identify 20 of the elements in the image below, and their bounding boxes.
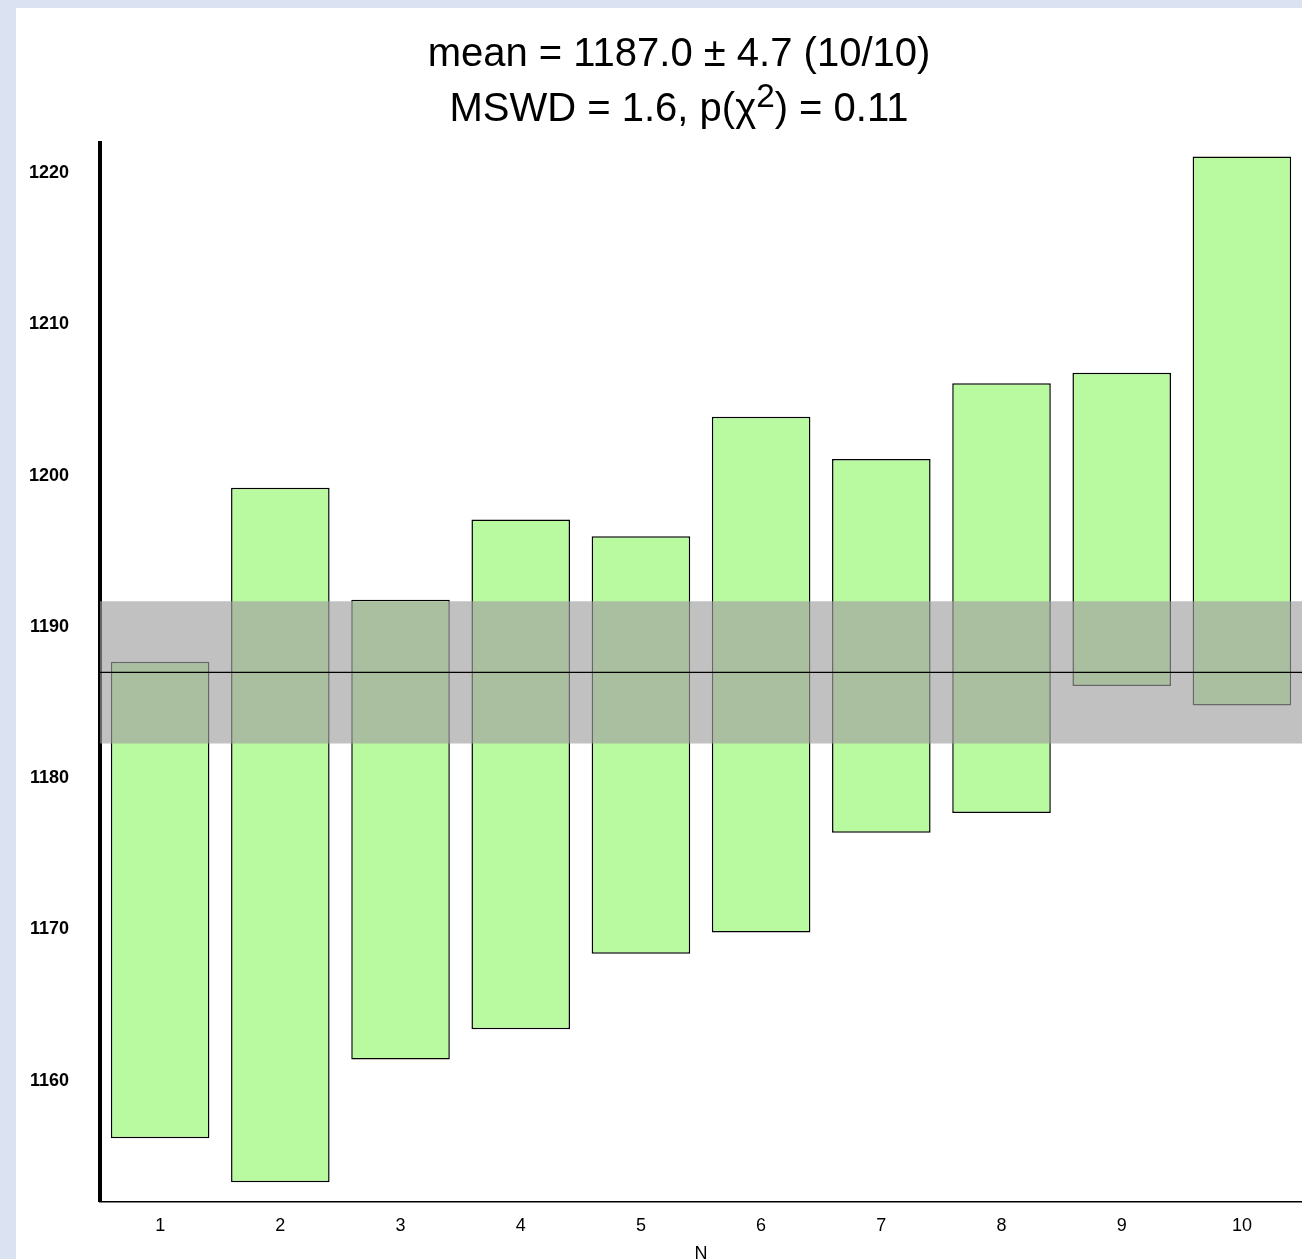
y-tick-label: 1190	[29, 616, 70, 637]
x-tick-label: 5	[635, 1214, 646, 1235]
x-tick-label: 3	[395, 1214, 406, 1235]
y-tick-label: 1180	[29, 767, 70, 788]
y-tick-label: 1160	[29, 1070, 70, 1091]
x-axis-title: N	[694, 1243, 708, 1259]
x-tick-label: 4	[515, 1214, 526, 1235]
x-tick-label: 2	[275, 1214, 286, 1235]
x-tick-label: 6	[756, 1214, 767, 1235]
y-tick-label: 1220	[29, 162, 70, 183]
y-tick-label: 1200	[29, 464, 70, 485]
x-tick-label: 8	[996, 1214, 1007, 1235]
y-tick-label: 1210	[29, 313, 70, 334]
x-tick-label: 7	[876, 1214, 887, 1235]
x-tick-label: 1	[155, 1214, 166, 1235]
y-tick-label: 1170	[29, 918, 70, 939]
chart-title: mean = 1187.0 ± 4.7 (10/10)	[426, 30, 932, 74]
chart-subtitle: MSWD = 1.6, p(χ$^{2}$) = 0.11	[448, 76, 910, 130]
x-tick-label: 10	[1231, 1214, 1252, 1235]
x-tick-label: 9	[1116, 1214, 1127, 1235]
